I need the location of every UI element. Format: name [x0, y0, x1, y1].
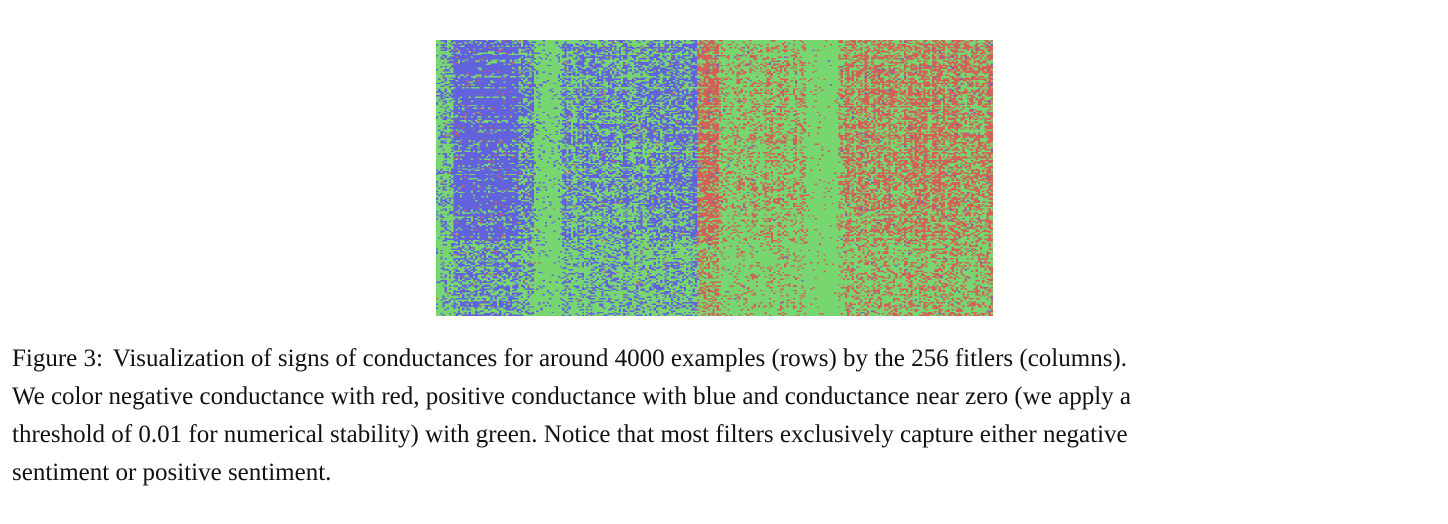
caption-line-2: We color negative conductance with red, …: [12, 383, 1132, 410]
caption-line-4: sentiment or positive sentiment.: [12, 459, 332, 486]
conductance-heatmap: [436, 40, 993, 316]
caption-line-3: threshold of 0.01 for numerical stabilit…: [12, 421, 1128, 448]
figure-label: Figure 3:: [12, 345, 103, 372]
figure-caption: Figure 3: Visualization of signs of cond…: [12, 340, 1440, 492]
heatmap-figure: [436, 40, 993, 316]
caption-line-1: Visualization of signs of conductances f…: [112, 345, 1128, 372]
